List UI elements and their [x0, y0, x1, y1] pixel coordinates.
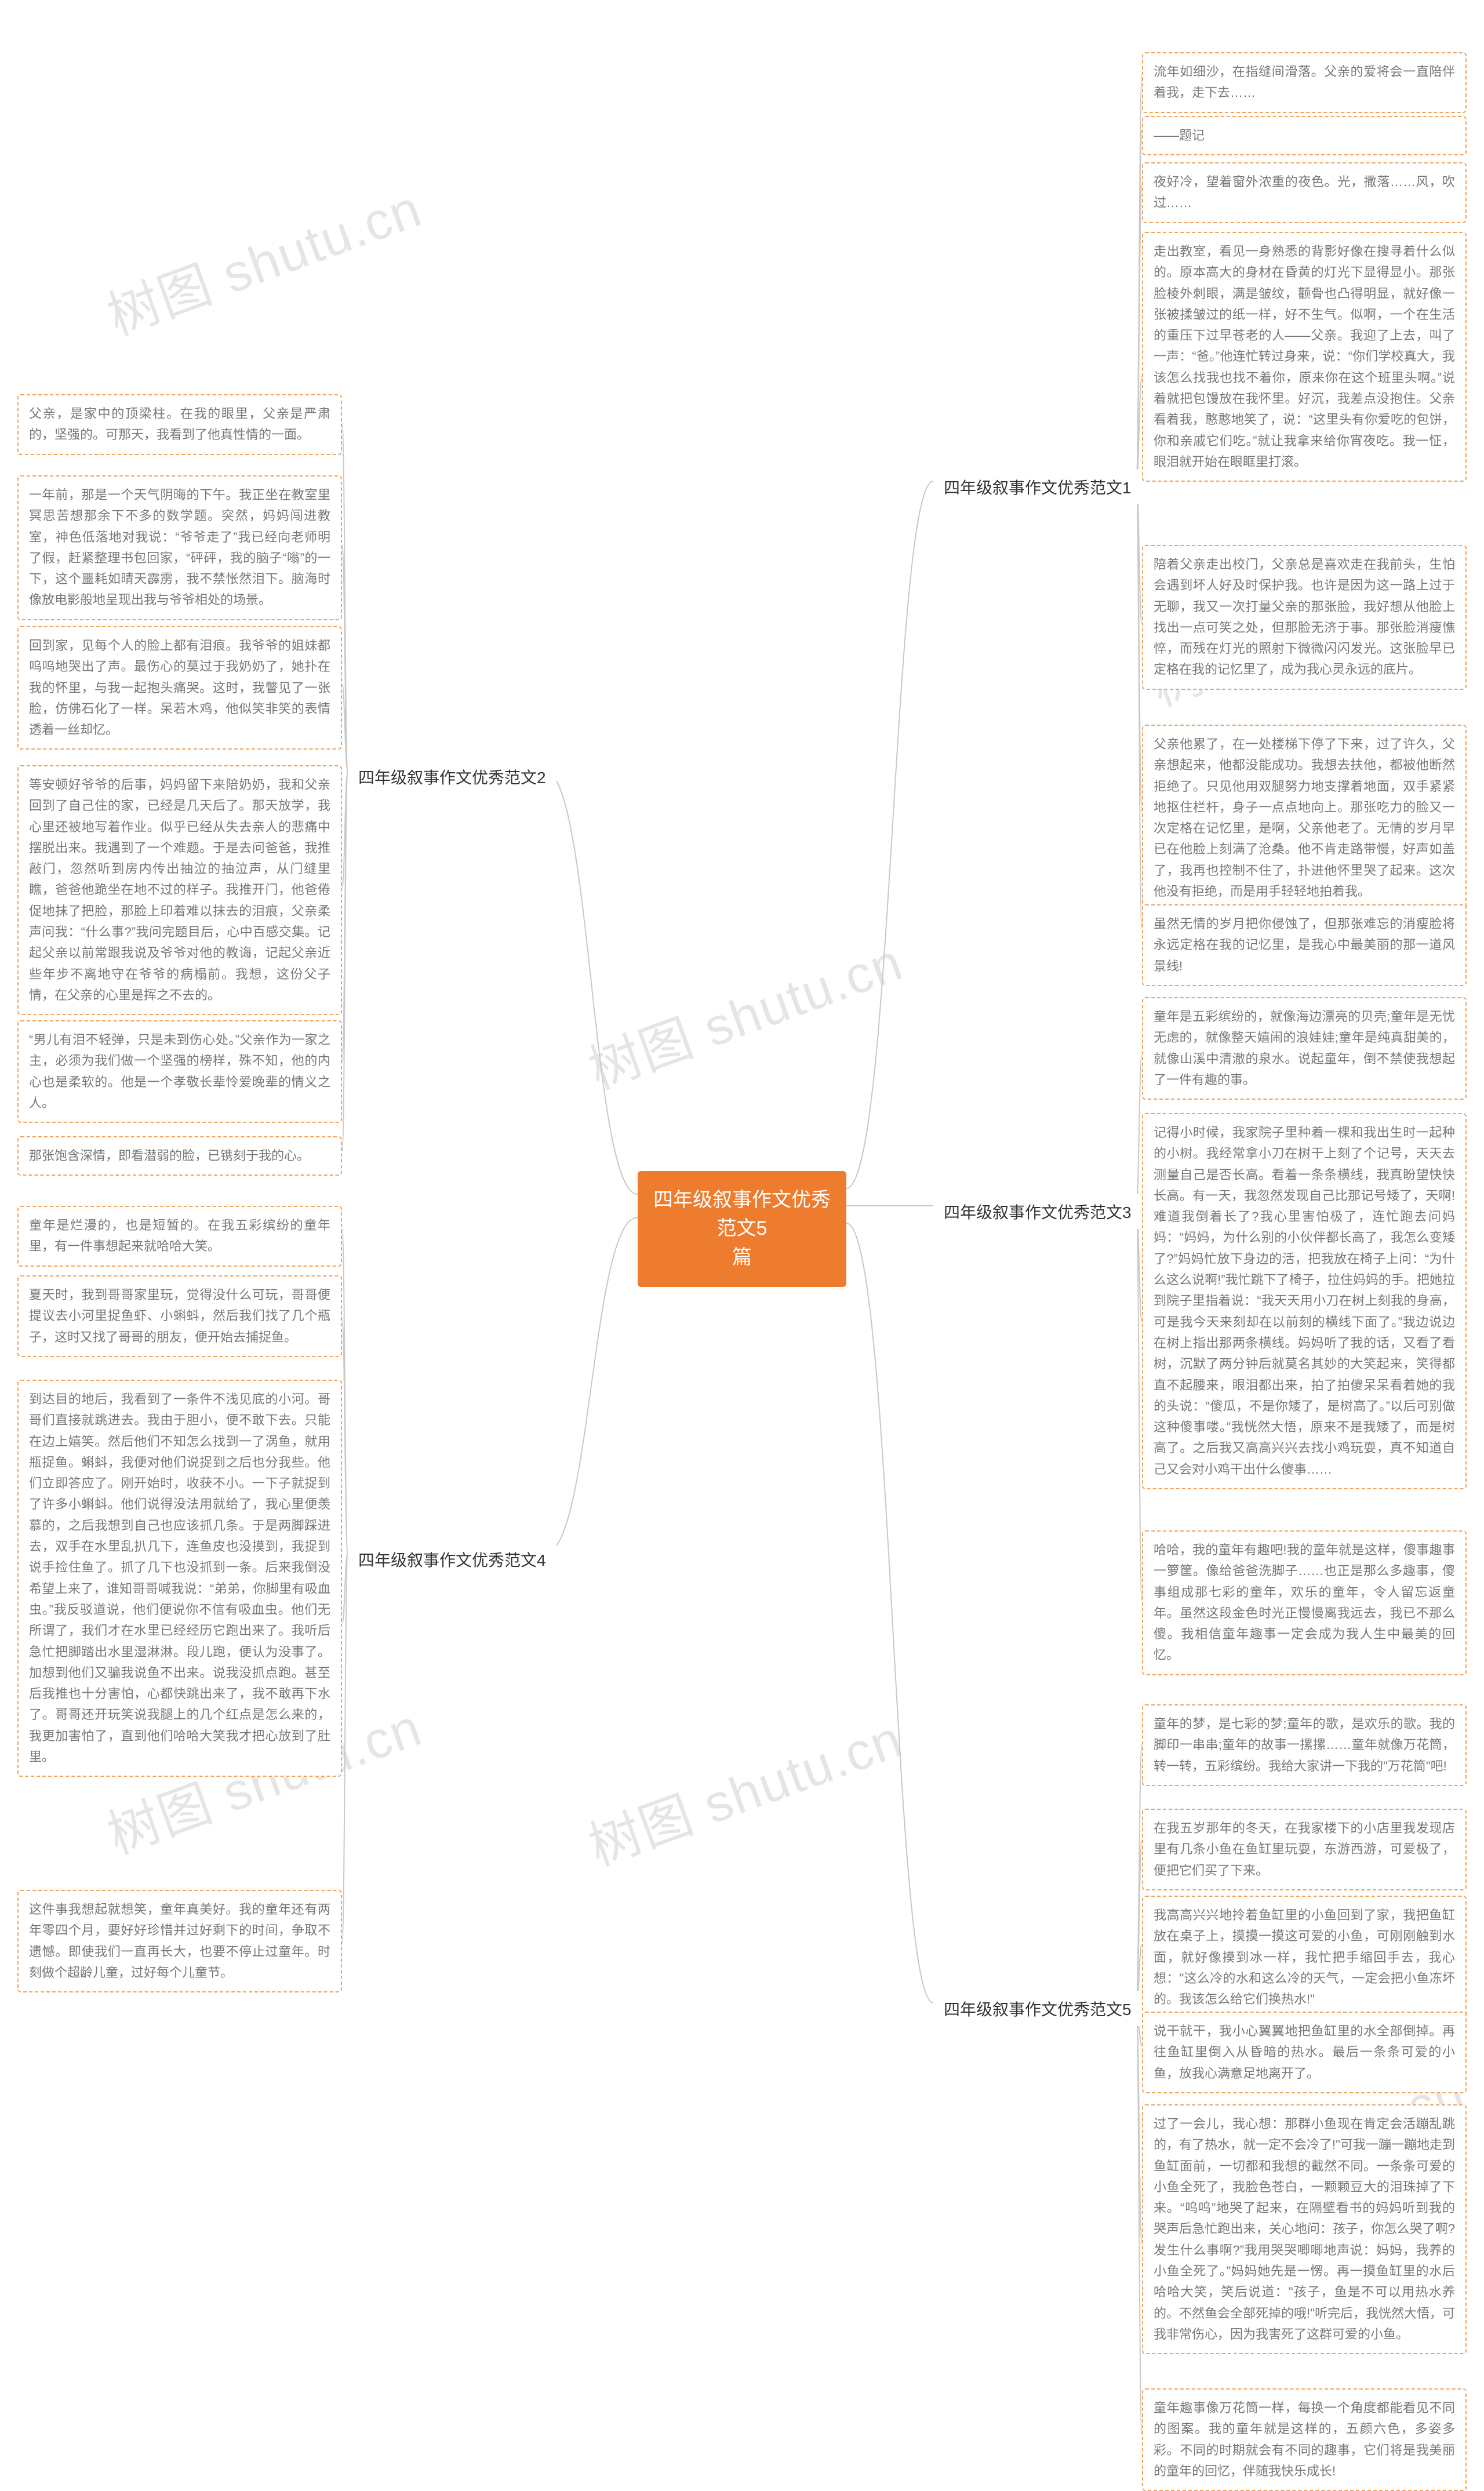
leaf-b5-3: 我高高兴兴地拎着鱼缸里的小鱼回到了家，我把鱼缸放在桌子上，摸摸一摸这可爱的小鱼，…: [1142, 1896, 1467, 2019]
leaf-b5-1: 童年的梦，是七彩的梦;童年的歌，是欢乐的歌。我的脚印一串串;童年的故事一摞摞………: [1142, 1704, 1467, 1786]
leaf-b1-7: 虽然无情的岁月把你侵蚀了，但那张难忘的消瘦脸将永远定格在我的记忆里，是我心中最美…: [1142, 904, 1467, 986]
leaf-b4-3: 到达目的地后，我看到了一条件不浅见底的小河。哥哥们直接就跳进去。我由于胆小，便不…: [17, 1380, 342, 1777]
watermark: 树图 shutu.cn: [577, 920, 911, 1103]
leaf-b3-3: 哈哈，我的童年有趣吧!我的童年就是这样，傻事趣事一箩筐。像给爸爸洗脚子……也正是…: [1142, 1530, 1467, 1675]
leaf-b5-4: 说干就干，我小心翼翼地把鱼缸里的水全部倒掉。再往鱼缸里倒入从昏暗的热水。最后一条…: [1142, 2012, 1467, 2093]
leaf-b2-4: 等安顿好爷爷的后事，妈妈留下来陪奶奶，我和父亲回到了自己住的家，已经是几天后了。…: [17, 765, 342, 1015]
leaf-b5-2: 在我五岁那年的冬天，在我家楼下的小店里我发现店里有几条小鱼在鱼缸里玩耍，东游西游…: [1142, 1809, 1467, 1890]
branch-4: 四年级叙事作文优秀范文4: [348, 1542, 556, 1577]
leaf-b4-4: 这件事我想起就想笑，童年真美好。我的童年还有两年零四个月，要好好珍惜并过好剩下的…: [17, 1890, 342, 1992]
branch-2: 四年级叙事作文优秀范文2: [348, 759, 556, 794]
branch-5: 四年级叙事作文优秀范文5: [933, 1991, 1142, 2026]
leaf-b5-6: 童年趣事像万花筒一样，每换一个角度都能看见不同的图案。我的童年就是这样的，五颜六…: [1142, 2388, 1467, 2491]
leaf-b2-1: 父亲，是家中的顶梁柱。在我的眼里，父亲是严肃的，坚强的。可那天，我看到了他真性情…: [17, 394, 342, 455]
leaf-b1-1: 流年如细沙，在指缝间滑落。父亲的爱将会一直陪伴着我，走下去……: [1142, 52, 1467, 113]
leaf-b1-5: 陪着父亲走出校门，父亲总是喜欢走在我前头，生怕会遇到坏人好及时保护我。也许是因为…: [1142, 545, 1467, 690]
leaf-b5-5: 过了一会儿，我心想：那群小鱼现在肯定会活蹦乱跳的，有了热水，就一定不会冷了!"可…: [1142, 2104, 1467, 2354]
root-node: 四年级叙事作文优秀范文5 篇: [638, 1171, 846, 1287]
root-line1: 四年级叙事作文优秀范文5: [653, 1189, 831, 1239]
leaf-b2-6: 那张饱含深情，即看潜弱的脸，已镌刻于我的心。: [17, 1136, 342, 1176]
leaf-b2-2: 一年前，那是一个天气阴晦的下午。我正坐在教室里冥思苦想那余下不多的数学题。突然，…: [17, 475, 342, 620]
leaf-b3-1: 童年是五彩缤纷的，就像海边漂亮的贝壳;童年是无忧无虑的，就像整天嬉闹的浪娃娃;童…: [1142, 997, 1467, 1100]
leaf-b4-2: 夏天时，我到哥哥家里玩，觉得没什么可玩，哥哥便提议去小河里捉鱼虾、小蝌蚪，然后我…: [17, 1275, 342, 1357]
leaf-b4-1: 童年是烂漫的，也是短暂的。在我五彩缤纷的童年里，有一件事想起来就哈哈大笑。: [17, 1206, 342, 1267]
leaf-b2-3: 回到家，见每个人的脸上都有泪痕。我爷爷的姐妹都呜呜地哭出了声。最伤心的莫过于我奶…: [17, 626, 342, 750]
root-line2: 篇: [732, 1246, 752, 1268]
leaf-b1-6: 父亲他累了，在一处楼梯下停了下来，过了许久，父亲想起来，他都没能成功。我想去扶他…: [1142, 725, 1467, 911]
leaf-b1-2: ——题记: [1142, 116, 1467, 155]
leaf-b3-2: 记得小时候，我家院子里种着一棵和我出生时一起种的小树。我经常拿小刀在树干上刻了个…: [1142, 1113, 1467, 1489]
leaf-b1-3: 夜好冷，望着窗外浓重的夜色。光，撒落……风，吹过……: [1142, 162, 1467, 223]
branch-1: 四年级叙事作文优秀范文1: [933, 470, 1142, 504]
leaf-b1-4: 走出教室，看见一身熟悉的背影好像在搜寻着什么似的。原本高大的身材在昏黄的灯光下显…: [1142, 232, 1467, 482]
leaf-b2-5: “男儿有泪不轻弹，只是未到伤心处。”父亲作为一家之主，必须为我们做一个坚强的榜样…: [17, 1020, 342, 1123]
branch-3: 四年级叙事作文优秀范文3: [933, 1194, 1142, 1229]
watermark: 树图 shutu.cn: [96, 166, 430, 350]
watermark: 树图 shutu.cn: [577, 1697, 911, 1880]
